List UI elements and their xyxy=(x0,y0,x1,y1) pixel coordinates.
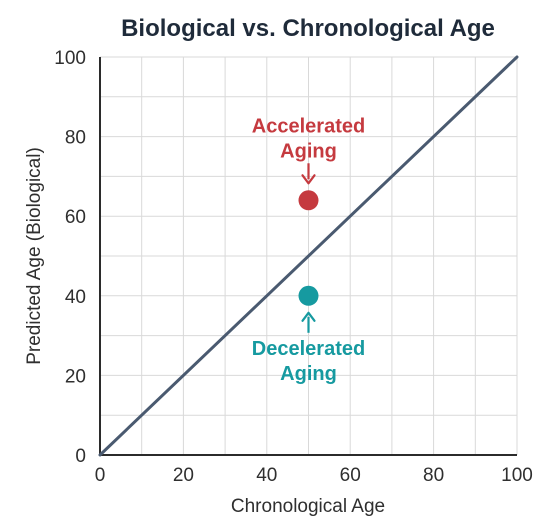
annotation-arrow-head xyxy=(301,174,316,185)
y-tick-label: 0 xyxy=(75,446,86,467)
y-tick-label: 100 xyxy=(54,48,86,69)
x-tick-label: 0 xyxy=(95,465,106,486)
y-axis-label: Predicted Age (Biological) xyxy=(24,147,45,365)
x-axis-label: Chronological Age xyxy=(231,496,385,517)
x-tick-label: 100 xyxy=(501,465,533,486)
x-tick-label: 80 xyxy=(423,465,444,486)
annotation: Accelerated Aging xyxy=(252,115,365,185)
x-tick-labels: 0 20 40 60 80 100 xyxy=(95,465,533,486)
y-tick-labels: 0 20 40 60 80 100 xyxy=(54,48,86,467)
chart-title: Biological vs. Chronological Age xyxy=(121,15,495,42)
axes xyxy=(99,57,517,456)
data-point xyxy=(298,285,319,306)
x-tick-label: 40 xyxy=(256,465,277,486)
annotation: Decelerated Aging xyxy=(252,311,365,385)
reference-line xyxy=(98,55,519,457)
data-points xyxy=(298,190,319,306)
annotation-text: Accelerated xyxy=(252,115,365,137)
y-tick-label: 20 xyxy=(65,366,86,387)
y-tick-label: 60 xyxy=(65,207,86,228)
annotation-text: Decelerated xyxy=(252,338,365,360)
y-tick-label: 80 xyxy=(65,128,86,149)
y-tick-label: 40 xyxy=(65,287,86,308)
x-tick-label: 60 xyxy=(340,465,361,486)
annotation-text: Aging xyxy=(280,140,337,162)
annotations: Accelerated Aging Decelerated Aging xyxy=(252,115,365,385)
data-point xyxy=(298,190,319,211)
reference-line-group xyxy=(98,55,519,457)
x-tick-label: 20 xyxy=(173,465,194,486)
annotation-text: Aging xyxy=(280,363,337,385)
annotation-arrow-head xyxy=(301,311,316,322)
